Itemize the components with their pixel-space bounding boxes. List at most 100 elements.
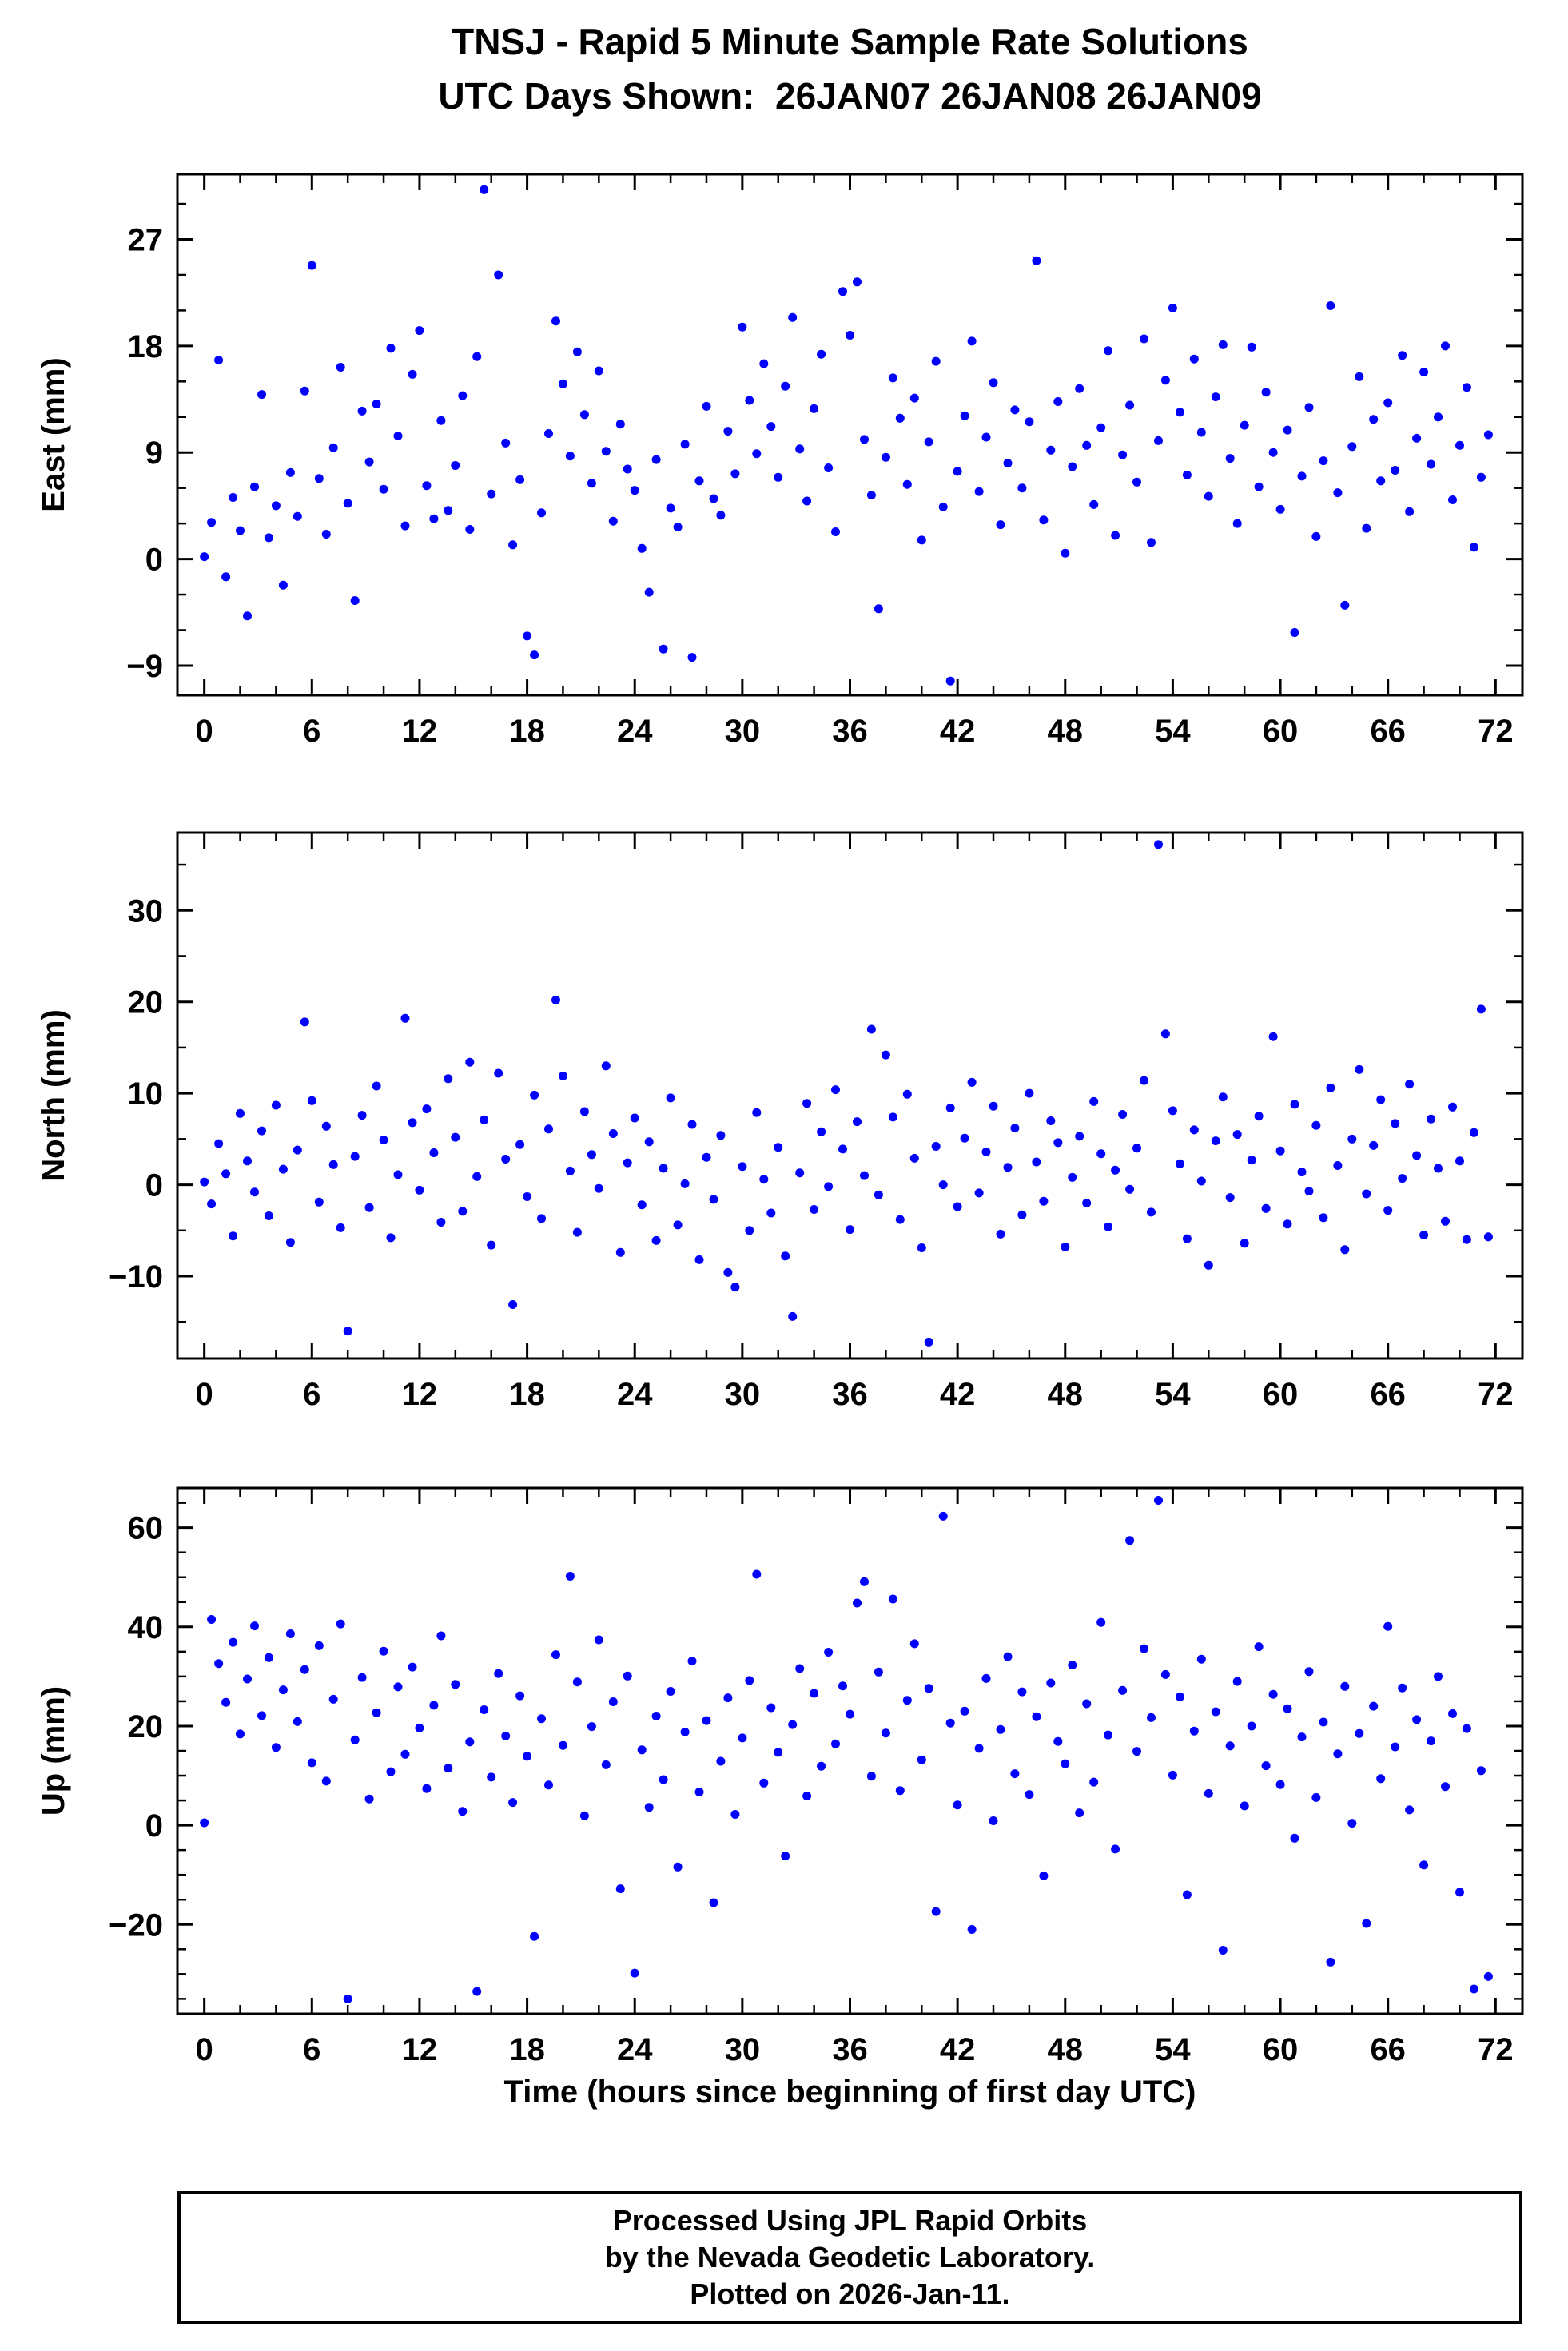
data-point xyxy=(1061,1759,1070,1768)
data-point xyxy=(1168,1770,1177,1780)
data-point xyxy=(1111,531,1120,540)
data-point xyxy=(774,472,783,482)
data-point xyxy=(651,455,661,464)
data-point xyxy=(501,438,511,448)
data-point xyxy=(881,1050,890,1060)
data-point xyxy=(1140,1644,1148,1653)
data-point xyxy=(1003,1163,1013,1172)
data-point xyxy=(1189,1125,1199,1135)
data-point xyxy=(451,1680,460,1689)
data-point xyxy=(909,1153,919,1163)
data-point xyxy=(1225,454,1235,463)
data-point xyxy=(1211,1136,1220,1146)
data-point xyxy=(321,1776,331,1786)
data-point xyxy=(1427,1736,1436,1746)
x-tick-label: 12 xyxy=(402,2032,438,2067)
data-point xyxy=(1311,1792,1321,1802)
x-tick-label: 48 xyxy=(1048,1377,1084,1412)
data-point xyxy=(1376,1774,1386,1784)
data-point xyxy=(967,1925,977,1934)
data-point xyxy=(1068,462,1077,471)
data-point xyxy=(271,1743,281,1752)
data-point xyxy=(544,1124,553,1134)
data-point xyxy=(565,1166,575,1176)
data-point xyxy=(1025,1790,1034,1800)
data-point xyxy=(285,1629,295,1638)
data-point xyxy=(400,1013,410,1023)
data-point xyxy=(515,475,525,484)
data-point xyxy=(293,1717,302,1726)
data-point xyxy=(738,1733,747,1743)
data-point xyxy=(1261,1761,1271,1771)
data-point xyxy=(559,1071,567,1080)
data-point xyxy=(1441,341,1450,351)
data-point xyxy=(1147,1713,1156,1722)
data-point xyxy=(810,1689,819,1698)
data-point xyxy=(436,1218,446,1227)
data-point xyxy=(1469,543,1478,552)
data-point xyxy=(379,1646,388,1656)
data-point xyxy=(1211,1707,1220,1717)
data-point xyxy=(1125,400,1135,410)
data-point xyxy=(709,1195,718,1204)
x-tick-label: 48 xyxy=(1048,2032,1084,2067)
data-point xyxy=(1441,1216,1450,1226)
data-point xyxy=(680,1179,690,1188)
data-point xyxy=(730,1810,740,1819)
x-tick-label: 72 xyxy=(1478,1377,1514,1412)
data-point xyxy=(594,366,603,376)
data-point xyxy=(1383,398,1393,408)
data-point xyxy=(200,552,209,562)
data-point xyxy=(630,486,639,495)
data-point xyxy=(1333,1161,1343,1170)
data-point xyxy=(565,452,575,461)
data-point xyxy=(931,1907,941,1916)
data-point xyxy=(659,1775,668,1784)
data-point xyxy=(343,1327,352,1336)
data-point xyxy=(759,359,769,368)
data-point xyxy=(1427,459,1436,469)
data-point xyxy=(415,326,424,336)
data-point xyxy=(1448,1709,1457,1718)
data-point xyxy=(1483,1232,1493,1242)
data-point xyxy=(1204,491,1213,501)
x-tick-label: 54 xyxy=(1155,1377,1191,1412)
data-point xyxy=(357,1111,367,1120)
data-point xyxy=(1297,471,1307,481)
data-point xyxy=(1405,1805,1415,1815)
data-point xyxy=(953,1800,962,1810)
data-point xyxy=(1462,1235,1471,1244)
x-tick-label: 30 xyxy=(725,714,761,749)
data-point xyxy=(264,533,273,543)
data-point xyxy=(615,1884,625,1894)
data-point xyxy=(278,1164,288,1174)
data-point xyxy=(579,1107,589,1116)
data-point xyxy=(1189,354,1199,364)
data-point xyxy=(1075,1808,1084,1818)
data-point xyxy=(874,1667,883,1677)
data-point xyxy=(673,523,683,532)
data-point xyxy=(831,527,840,536)
y-axis-label: Up (mm) xyxy=(36,1686,71,1816)
x-tick-label: 60 xyxy=(1263,1377,1299,1412)
data-point xyxy=(1333,488,1343,498)
data-point xyxy=(278,1685,288,1695)
data-point xyxy=(860,435,869,444)
data-point xyxy=(523,631,532,641)
y-tick-label: 0 xyxy=(145,1808,163,1844)
x-tick-label: 72 xyxy=(1478,2032,1514,2067)
data-point xyxy=(810,1205,819,1214)
data-point xyxy=(243,1674,252,1684)
data-point xyxy=(257,1126,266,1136)
data-point xyxy=(415,1723,424,1732)
y-axis-label: East (mm) xyxy=(36,357,71,511)
data-point xyxy=(1189,1726,1199,1736)
data-point xyxy=(1362,523,1371,533)
data-point xyxy=(680,440,690,449)
x-tick-label: 48 xyxy=(1048,714,1084,749)
data-point xyxy=(1154,1496,1163,1505)
data-point xyxy=(458,391,468,400)
data-point xyxy=(487,1772,496,1782)
